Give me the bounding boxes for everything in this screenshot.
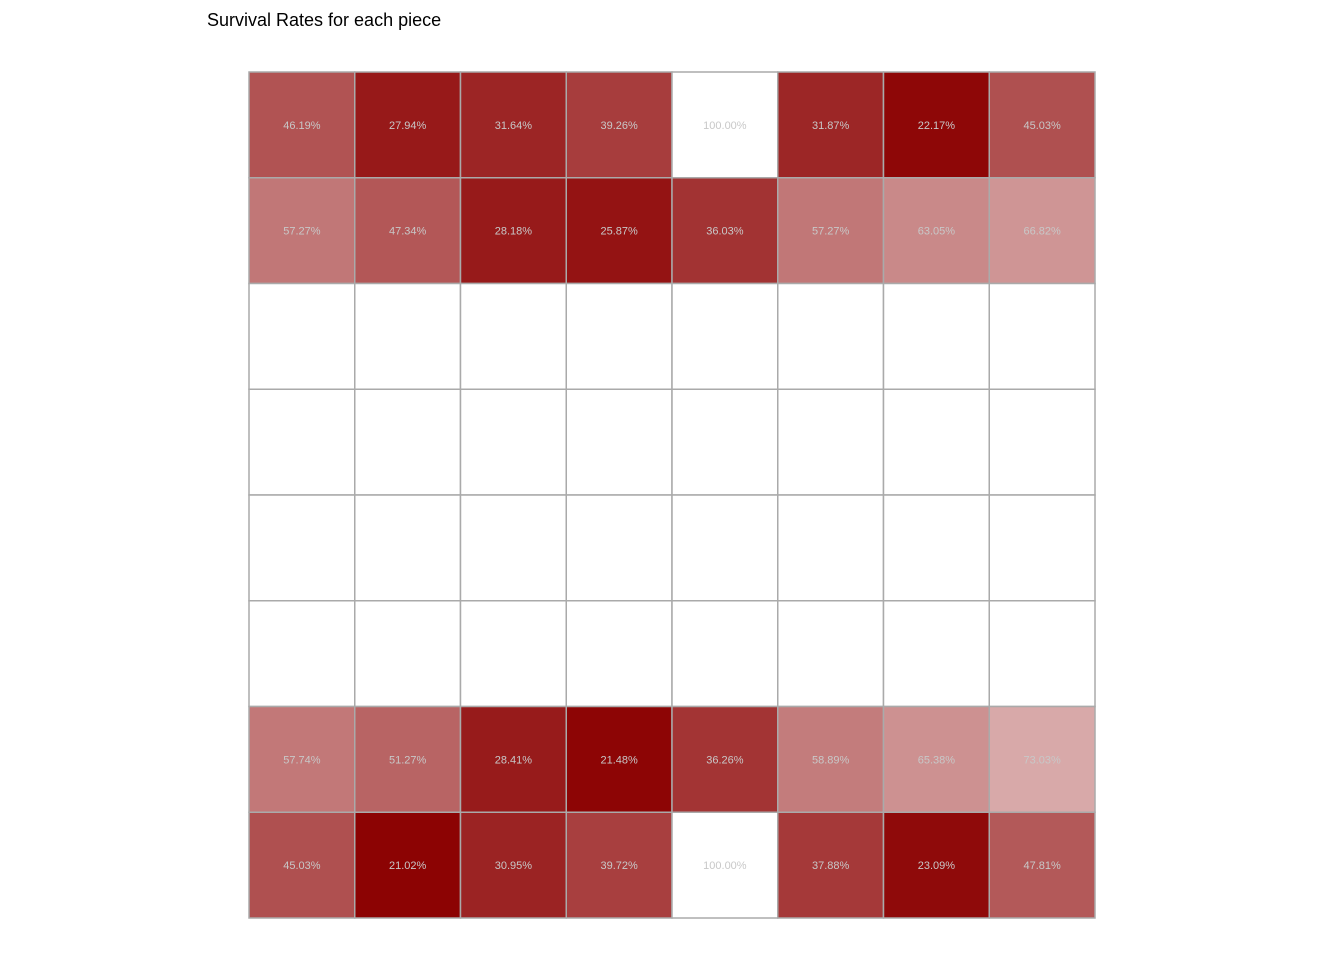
chart-title: Survival Rates for each piece [207,10,442,30]
heatmap-cell [248,811,356,919]
heatmap-cell [565,177,673,285]
heatmap-cell [988,600,1096,708]
heatmap-cell [882,811,990,919]
heatmap-cell-label: 21.02% [389,860,427,872]
heatmap-cell [988,811,1096,919]
heatmap-cell [354,600,462,708]
heatmap-cell [459,705,567,813]
heatmap-cell [777,600,885,708]
heatmap-cell [777,71,885,179]
heatmap-cell-label: 36.26% [706,754,744,766]
heatmap-cell-label: 31.64% [495,120,533,132]
heatmap-cell [988,282,1096,390]
heatmap-cell [248,177,356,285]
heatmap-cell-label: 25.87% [600,226,638,238]
heatmap-cell [248,600,356,708]
heatmap-cell [988,494,1096,602]
heatmap-cell-label: 100.00% [703,120,747,132]
heatmap-cell [777,811,885,919]
heatmap-cell [777,705,885,813]
heatmap-cell-label: 58.89% [812,754,850,766]
heatmap-cell [459,177,567,285]
heatmap-cell [882,282,990,390]
heatmap-cell [459,494,567,602]
heatmap-cell [671,282,779,390]
heatmap-cell [459,600,567,708]
heatmap-cell-label: 57.27% [283,226,321,238]
heatmap-cell [459,811,567,919]
heatmap-cell-label: 47.34% [389,226,427,238]
heatmap-cell-label: 28.41% [495,754,533,766]
heatmap-cell-label: 65.38% [918,754,956,766]
heatmap-cell [671,600,779,708]
heatmap-cell [565,494,673,602]
heatmap-cell [565,600,673,708]
heatmap-cell [354,494,462,602]
heatmap-cell [671,811,779,919]
heatmap-cell-label: 57.27% [812,226,850,238]
heatmap-cell [882,177,990,285]
heatmap-cell [882,600,990,708]
heatmap-cell-label: 57.74% [283,754,321,766]
heatmap-cell [777,494,885,602]
heatmap-cell [882,494,990,602]
heatmap-cell-label: 39.72% [600,860,638,872]
heatmap-cell-label: 39.26% [600,120,638,132]
heatmap-cell [988,71,1096,179]
heatmap-cell [671,177,779,285]
heatmap-cell [565,282,673,390]
heatmap-cell-label: 45.03% [1023,120,1061,132]
heatmap-cell [459,388,567,496]
heatmap-cell-label: 100.00% [703,860,747,872]
heatmap-cell [988,388,1096,496]
heatmap-cell [565,388,673,496]
heatmap-cell [777,282,885,390]
heatmap-cell [354,705,462,813]
heatmap-cell [988,705,1096,813]
heatmap-cell [354,388,462,496]
heatmap-cell-label: 22.17% [918,120,956,132]
heatmap-cell-label: 47.81% [1023,860,1061,872]
heatmap-cell [459,282,567,390]
heatmap-cell-label: 21.48% [600,754,638,766]
heatmap-cell-label: 28.18% [495,226,533,238]
heatmap-cell [882,71,990,179]
heatmap-cell [777,177,885,285]
heatmap-cell [671,71,779,179]
heatmap-cell-label: 31.87% [812,120,850,132]
heatmap-cell [354,282,462,390]
heatmap-cell-label: 66.82% [1023,226,1061,238]
heatmap-cell-label: 51.27% [389,754,427,766]
heatmap-cell-label: 63.05% [918,226,956,238]
heatmap-cell [248,388,356,496]
heatmap-cell-label: 46.19% [283,120,321,132]
heatmap-cell-label: 30.95% [495,860,533,872]
heatmap-cell-label: 73.03% [1023,754,1061,766]
heatmap-cell-label: 23.09% [918,860,956,872]
heatmap-cell-label: 36.03% [706,226,744,238]
heatmap-cell [988,177,1096,285]
heatmap-cell [777,388,885,496]
heatmap-cell [882,388,990,496]
heatmap-cell [671,388,779,496]
heatmap-cell-label: 37.88% [812,860,850,872]
heatmap-cell-label: 45.03% [283,860,321,872]
heatmap-cell-label: 27.94% [389,120,427,132]
heatmap-cell [248,282,356,390]
heatmap-cell [248,494,356,602]
heatmap-cell [565,811,673,919]
heatmap-cell [671,494,779,602]
